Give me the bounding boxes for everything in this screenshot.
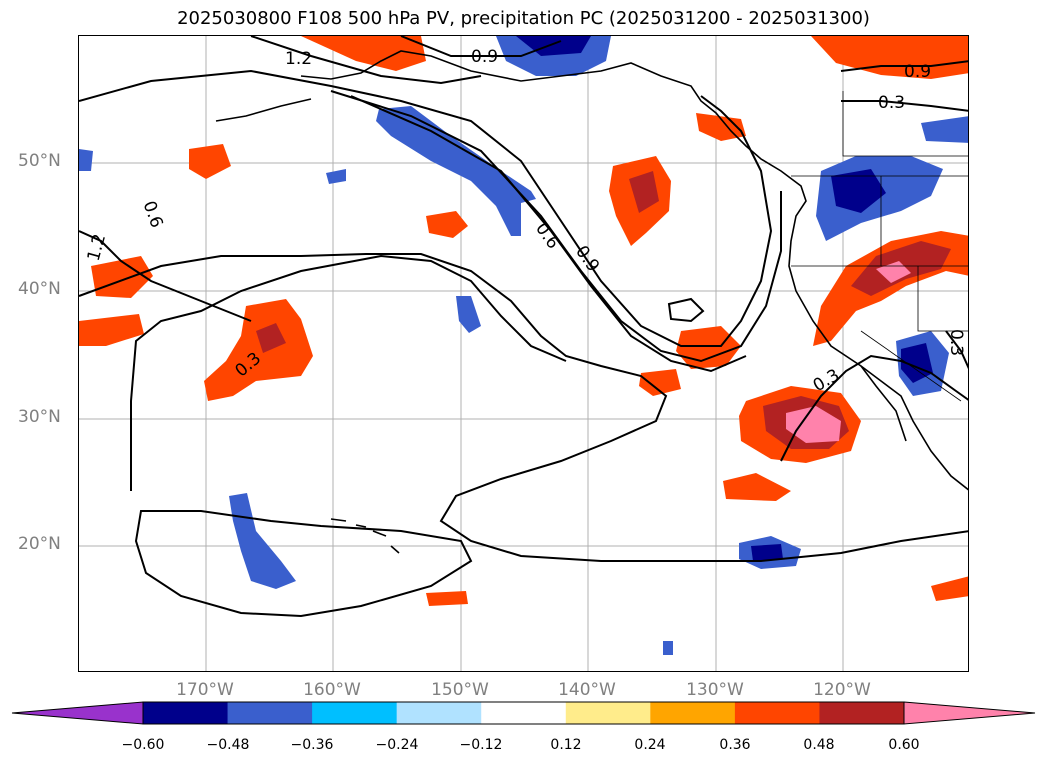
precip-blob-topleft-orange: [301, 36, 426, 71]
pv-contour-0-3-ridge: [79, 230, 252, 322]
colorbar-bin: [819, 702, 905, 724]
map-title: 2025030800 F108 500 hPa PV, precipitatio…: [177, 8, 870, 29]
pv-contour-1-2-nw: [250, 36, 482, 85]
precip-blob-subtropic-w: [204, 299, 313, 401]
political-borders: [791, 91, 968, 402]
pv-contour-0-9-top: [400, 36, 562, 57]
precip-negative-fields: [79, 36, 968, 655]
lat-label-20n: 20°N: [18, 534, 61, 554]
precip-blob-arizona-core: [901, 343, 933, 383]
precip-blob-west-dateline: [91, 256, 153, 298]
lon-label-170w: 170°W: [176, 680, 234, 700]
pv-contours: [79, 36, 968, 618]
colorbar-tick-label: −0.24: [375, 737, 419, 753]
contour-label: 0.9: [471, 47, 498, 67]
precip-blob-bc-interior-core: [831, 169, 886, 213]
contour-label: 0.6: [139, 198, 167, 230]
precip-blob-small-ak: [326, 169, 346, 184]
contour-label: 0.6: [531, 219, 563, 253]
colorbar-extend-high: [903, 701, 1036, 725]
coastline-baja: [860, 365, 907, 442]
precip-blob-small-nw: [189, 144, 231, 179]
colorbar-bins: [143, 702, 905, 724]
lat-label-40n: 40°N: [18, 279, 61, 299]
lat-label-30n: 30°N: [18, 407, 61, 427]
precip-positive-fields: [79, 36, 968, 606]
gridlines: [79, 36, 968, 671]
precip-blob-mexico-se: [931, 576, 968, 601]
colorbar-bin: [734, 702, 820, 724]
pv-contour-0-9-trough: [330, 90, 782, 363]
lon-label-160w: 160°W: [303, 680, 361, 700]
contour-label: 0.9: [904, 62, 931, 82]
pv-contour-1-2-trough: [350, 95, 747, 373]
contour-label: 1.2: [285, 49, 312, 69]
colorbar-tick-label: 0.24: [634, 737, 666, 753]
precip-blob-small-sw: [639, 369, 681, 396]
precip-blob-hawaii-w: [229, 493, 296, 589]
coastlines: [215, 50, 968, 554]
pv-contour-0-6-trough: [79, 69, 773, 347]
colorbar-bin: [227, 702, 313, 724]
colorbar-tick-label: 0.36: [719, 737, 751, 753]
pv-contour-0-6-ne: [840, 60, 968, 72]
map-plot: 1.2 0.9 0.6 0.3 0.9 0.6 0.9 1.2 0.3 0.3 …: [79, 36, 968, 671]
precip-blob-ne-orange: [811, 36, 968, 79]
coastline-hawaii: [330, 518, 400, 554]
pv-contour-east-edge: [945, 330, 968, 369]
coastline-aleutians: [215, 98, 312, 122]
contour-label: 0.9: [571, 242, 603, 276]
colorbar-bin: [143, 702, 229, 724]
colorbar-bin: [396, 702, 482, 724]
precip-blob-small-mid: [426, 211, 468, 238]
contour-label: 0.3: [878, 93, 905, 113]
pv-contour-0-6-ridge-big: [79, 253, 968, 562]
border-us-states: [791, 176, 968, 402]
precip-blob-south-tiny: [663, 641, 673, 655]
colorbar: [11, 701, 1036, 725]
precip-blob-south-small: [723, 473, 791, 501]
lon-label-130w: 130°W: [686, 680, 744, 700]
precip-blob-trop-e-core: [751, 544, 783, 561]
pv-contour-0-3-loop-w: [130, 254, 567, 491]
pv-contour-small-loop: [667, 297, 705, 323]
colorbar-bin: [650, 702, 736, 724]
precip-blob-calif-peak: [876, 261, 911, 283]
colorbar-tick-label: −0.12: [459, 737, 503, 753]
colorbar-tick-label: −0.48: [206, 737, 250, 753]
colorbar-tick-label: −0.60: [121, 737, 165, 753]
colorbar-extend-low: [11, 701, 144, 725]
colorbar-bin: [565, 702, 651, 724]
lat-label-50n: 50°N: [18, 151, 61, 171]
border-ne-box: [842, 91, 968, 157]
precip-blob-gulf-alaska: [376, 106, 536, 236]
colorbar-bin: [312, 702, 398, 724]
pv-contour-0-3-lower: [134, 510, 473, 618]
colorbar-tick-label: 0.12: [550, 737, 582, 753]
colorbar-tick-label: 0.48: [803, 737, 835, 753]
lon-label-120w: 120°W: [813, 680, 871, 700]
colorbar-tick-label: 0.60: [888, 737, 920, 753]
precip-blob-coast-bc: [696, 113, 746, 141]
precip-blob-west-lower: [79, 314, 144, 346]
pv-contour-0-3-east: [780, 354, 968, 462]
contour-label: 0.3: [946, 329, 966, 356]
precip-blob-baja-w-peak: [786, 406, 841, 443]
pv-contour-0-3-ne: [841, 100, 968, 112]
colorbar-outline: [142, 701, 905, 725]
precip-blob-subtropic-w-core: [256, 323, 286, 353]
coastline-alaska: [300, 50, 968, 491]
lon-label-150w: 150°W: [431, 680, 489, 700]
lon-label-140w: 140°W: [558, 680, 616, 700]
precip-blob-central-n-core: [629, 171, 659, 213]
colorbar-tick-label: −0.36: [290, 737, 334, 753]
precip-blob-mid-small: [456, 296, 481, 333]
precip-blob-ne-blue: [921, 116, 968, 143]
map-frame: 1.2 0.9 0.6 0.3 0.9 0.6 0.9 1.2 0.3 0.3 …: [78, 35, 969, 672]
contour-label: 1.2: [84, 232, 110, 263]
colorbar-bin: [481, 702, 567, 724]
precip-blob-nw-edge: [79, 149, 93, 171]
precip-blob-hawaii-s: [426, 591, 468, 606]
